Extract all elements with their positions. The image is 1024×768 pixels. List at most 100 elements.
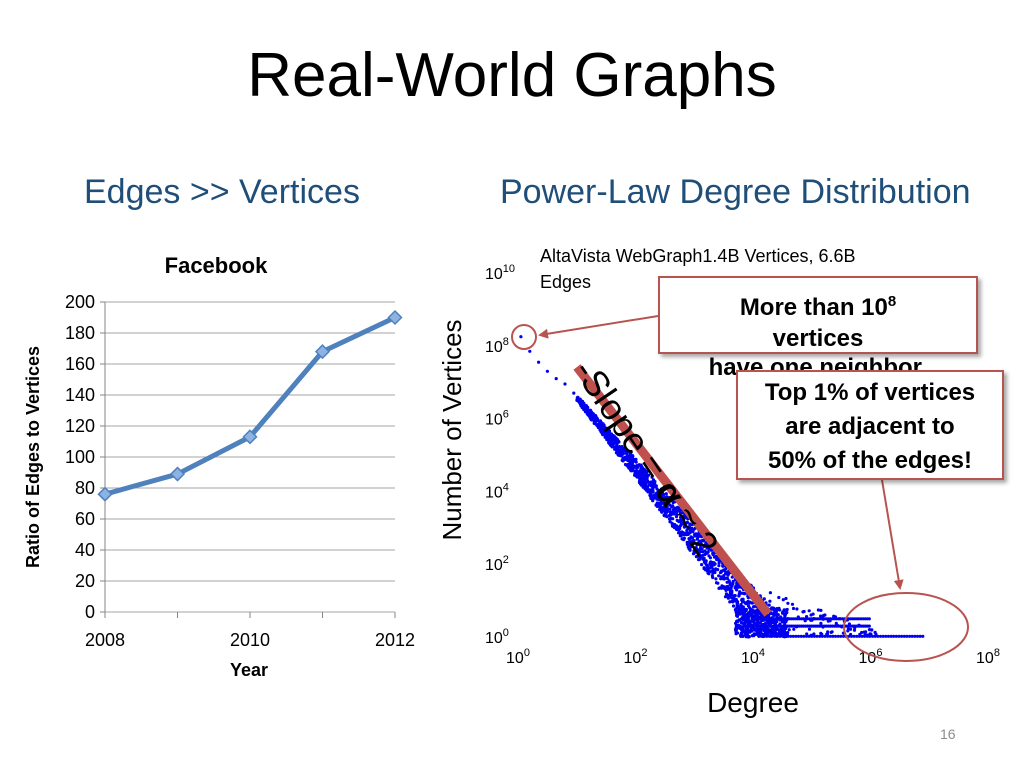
scatter-point xyxy=(776,627,780,632)
scatter-point xyxy=(702,544,706,548)
scatter-point xyxy=(852,628,857,632)
facebook-y-tick-label: 0 xyxy=(85,602,95,622)
scatter-point xyxy=(606,435,610,439)
scatter-point xyxy=(519,335,523,339)
scatter-point xyxy=(731,599,735,603)
scatter-point xyxy=(682,536,687,540)
scatter-point xyxy=(834,621,838,626)
scatter-point xyxy=(667,496,672,500)
scatter-point xyxy=(756,615,760,619)
scatter-point xyxy=(741,634,745,639)
scatter-point xyxy=(782,612,786,616)
scatter-point xyxy=(589,411,593,415)
scatter-point xyxy=(726,572,731,576)
scatter-x-axis-label: Degree xyxy=(707,687,799,718)
facebook-series xyxy=(97,309,403,502)
scatter-point xyxy=(592,421,596,425)
scatter-point xyxy=(747,635,752,639)
scatter-point xyxy=(664,492,668,496)
scatter-point xyxy=(765,634,769,638)
scatter-point xyxy=(742,608,746,612)
scatter-point xyxy=(773,634,777,638)
scatter-point xyxy=(769,628,773,632)
scatter-point xyxy=(701,550,705,554)
scatter-point xyxy=(706,571,710,575)
scatter-point xyxy=(709,548,714,552)
scatter-point xyxy=(545,369,550,373)
facebook-y-tick-label: 20 xyxy=(75,571,95,591)
scatter-y-tick-label: 1010 xyxy=(485,263,515,283)
scatter-point xyxy=(799,634,803,638)
scatter-point xyxy=(678,519,682,523)
scatter-point xyxy=(591,414,595,418)
scatter-point xyxy=(582,404,586,408)
scatter-point xyxy=(881,634,885,638)
scatter-y-tick-label: 102 xyxy=(485,554,509,574)
facebook-y-tick-label: 200 xyxy=(65,292,95,312)
scatter-point xyxy=(810,634,814,638)
scatter-point xyxy=(833,634,838,638)
scatter-point xyxy=(897,634,901,638)
scatter-point xyxy=(847,634,851,638)
scatter-point xyxy=(677,531,681,535)
scatter-point xyxy=(766,616,770,620)
scatter-point xyxy=(629,452,633,456)
top-percent-line3: 50% of the edges! xyxy=(767,447,973,474)
scatter-point xyxy=(640,472,644,476)
scatter-point xyxy=(753,616,758,620)
scatter-point xyxy=(642,485,646,489)
scatter-point xyxy=(685,529,689,533)
scatter-point xyxy=(578,399,582,403)
scatter-point xyxy=(582,408,586,412)
scatter-point xyxy=(665,501,669,505)
scatter-point xyxy=(722,574,726,578)
scatter-point xyxy=(711,569,715,573)
scatter-point xyxy=(594,419,598,423)
scatter-point xyxy=(702,557,706,562)
scatter-point xyxy=(736,600,740,604)
scatter-point xyxy=(601,429,605,433)
scatter-point xyxy=(708,562,712,566)
facebook-y-tick-label: 80 xyxy=(75,478,95,498)
scatter-point xyxy=(624,451,628,455)
scatter-point xyxy=(791,606,796,611)
scatter-point xyxy=(675,518,679,523)
scatter-point xyxy=(678,508,682,512)
scatter-point xyxy=(608,432,612,436)
scatter-point xyxy=(735,606,739,610)
scatter-point xyxy=(634,460,638,464)
scatter-point xyxy=(655,487,659,491)
scatter-point xyxy=(818,634,822,638)
scatter-point xyxy=(672,512,676,516)
scatter-point xyxy=(812,634,817,638)
scatter-point xyxy=(805,632,809,636)
scatter-point xyxy=(759,624,763,628)
scatter-point xyxy=(759,630,763,634)
scatter-point xyxy=(757,634,761,638)
scatter-point xyxy=(768,591,773,595)
scatter-point xyxy=(819,608,823,613)
scatter-point xyxy=(572,391,576,395)
top-percent-highlight-ellipse xyxy=(843,592,969,662)
scatter-point xyxy=(642,470,646,474)
scatter-point xyxy=(738,611,742,615)
scatter-point xyxy=(623,462,628,467)
scatter-point xyxy=(668,510,673,514)
scatter-point xyxy=(747,620,752,624)
scatter-point xyxy=(778,634,782,638)
scatter-point xyxy=(675,513,679,517)
scatter-point xyxy=(697,552,701,556)
scatter-point xyxy=(876,634,880,638)
scatter-point xyxy=(712,563,716,567)
scatter-point xyxy=(691,530,695,534)
scatter-x-tick-label: 104 xyxy=(741,647,765,667)
scatter-point xyxy=(767,603,771,607)
facebook-y-axis-label: Ratio of Edges to Vertices xyxy=(23,346,43,568)
scatter-point xyxy=(671,504,675,508)
scatter-point xyxy=(804,634,809,638)
left-subtitle: Edges >> Vertices xyxy=(84,173,360,211)
scatter-point xyxy=(601,422,605,426)
scatter-point xyxy=(717,574,721,578)
scatter-point xyxy=(809,613,813,617)
scatter-point xyxy=(775,607,779,611)
